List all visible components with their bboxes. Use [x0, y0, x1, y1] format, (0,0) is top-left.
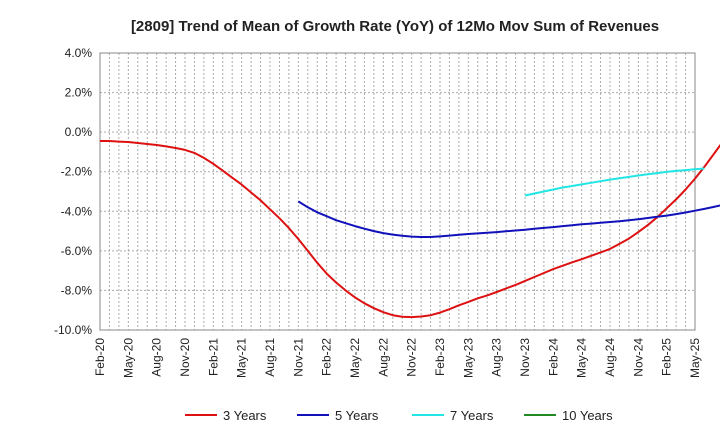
legend: 3 Years 5 Years 7 Years 10 Years	[185, 408, 613, 423]
y-tick-label: 4.0%	[65, 46, 93, 60]
x-tick-label: Nov-24	[631, 338, 645, 377]
x-tick-label: May-21	[235, 338, 249, 378]
x-tick-label: Nov-21	[291, 338, 305, 377]
x-axis: Feb-20 May-20 Aug-20 Nov-20 Feb-21 May-21 Aug-…	[93, 338, 702, 378]
x-tick-label: Feb-22	[320, 338, 334, 376]
y-tick-label: -10.0%	[54, 323, 92, 337]
x-tick-label: May-20	[121, 338, 135, 378]
x-tick-label: Feb-24	[546, 338, 560, 376]
x-tick-label: Nov-20	[178, 338, 192, 377]
x-tick-label: Aug-22	[376, 338, 390, 377]
y-tick-label: -4.0%	[61, 204, 93, 218]
x-tick-label: Feb-25	[660, 338, 674, 376]
grid	[100, 53, 695, 330]
x-tick-label: Aug-23	[490, 338, 504, 377]
y-tick-label: -6.0%	[61, 244, 93, 258]
chart-title: [2809] Trend of Mean of Growth Rate (YoY…	[131, 18, 659, 35]
y-tick-label: -8.0%	[61, 283, 93, 297]
series-line-5-years	[297, 200, 720, 238]
x-tick-label: May-23	[461, 338, 475, 378]
series-line-3-years	[100, 140, 720, 319]
x-tick-label: Feb-23	[433, 338, 447, 376]
legend-label: 7 Years	[450, 408, 494, 423]
x-tick-label: Feb-21	[206, 338, 220, 376]
x-tick-label: Aug-21	[263, 338, 277, 377]
series-lines	[100, 140, 720, 319]
x-tick-label: Aug-24	[603, 338, 617, 377]
legend-label: 10 Years	[562, 408, 613, 423]
x-tick-label: May-22	[348, 338, 362, 378]
x-tick-label: May-25	[688, 338, 702, 378]
x-tick-label: Feb-20	[93, 338, 107, 376]
plot-area	[99, 52, 696, 331]
legend-label: 3 Years	[223, 408, 267, 423]
x-tick-label: May-24	[575, 338, 589, 378]
y-axis: 4.0% 2.0% 0.0% -2.0% -4.0% -6.0% -8.0% -10.0%	[54, 46, 92, 337]
series-line-7-years	[524, 167, 705, 197]
y-tick-label: 2.0%	[65, 86, 93, 100]
x-tick-label: Nov-22	[405, 338, 419, 377]
x-tick-label: Aug-20	[150, 338, 164, 377]
x-tick-label: Nov-23	[518, 338, 532, 377]
legend-label: 5 Years	[335, 408, 379, 423]
y-tick-label: 0.0%	[65, 125, 93, 139]
y-tick-label: -2.0%	[61, 165, 93, 179]
